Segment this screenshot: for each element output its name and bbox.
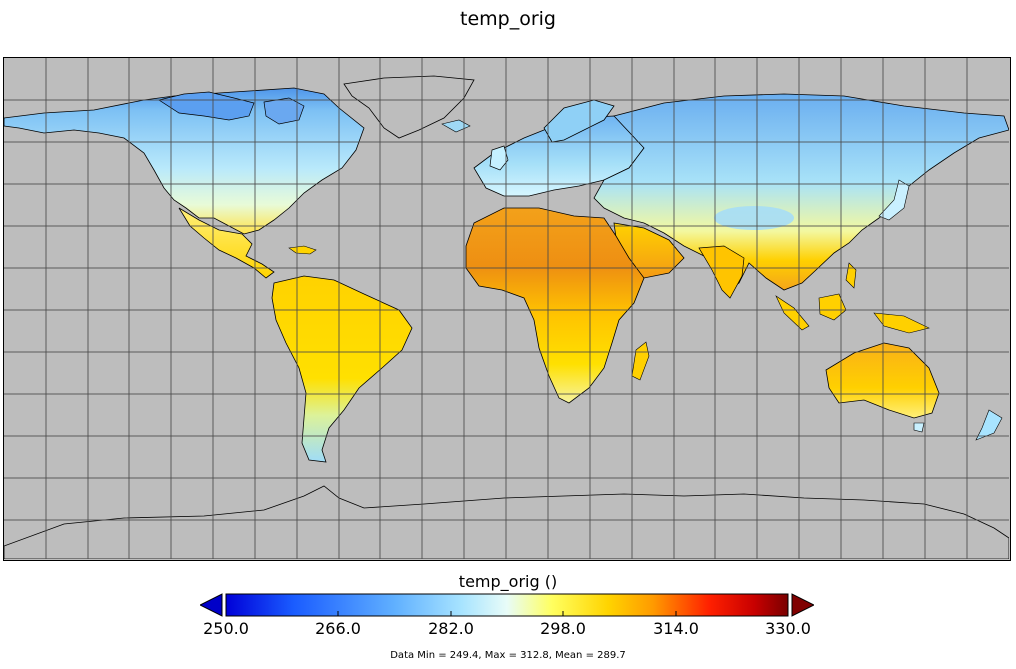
asia-landmass (593, 93, 1009, 291)
iceland (441, 119, 471, 133)
british-isles (489, 145, 509, 171)
arctic-islands-2 (263, 97, 305, 125)
greenland (343, 75, 475, 139)
south-america-landmass (271, 275, 413, 463)
colorbar-tick-label: 298.0 (540, 619, 586, 638)
colorbar-ticks (225, 611, 789, 616)
india (698, 245, 745, 299)
data-statistics: Data Min = 249.4, Max = 312.8, Mean = 28… (390, 650, 626, 661)
madagascar (631, 341, 650, 381)
graticule-horizontal (4, 99, 1009, 521)
philippines (845, 262, 857, 289)
caribbean-islands (288, 245, 317, 255)
colorbar-tick-label: 250.0 (203, 619, 249, 638)
new-guinea (873, 312, 930, 334)
colorbar-tick-label: 282.0 (428, 619, 474, 638)
japan (878, 179, 910, 221)
map-panel (3, 57, 1011, 561)
tasmania (913, 422, 925, 433)
africa-landmass (465, 207, 645, 404)
colorbar-tick-label: 314.0 (653, 619, 699, 638)
colorbar-title: temp_orig () (458, 572, 558, 591)
scandinavia (543, 99, 615, 143)
borneo (818, 293, 847, 321)
colorbar-tick-label: 330.0 (765, 619, 811, 638)
arctic-islands (158, 91, 255, 121)
tibetan-plateau (714, 206, 794, 230)
colorbar-extend-low-arrow (200, 593, 223, 617)
colorbar (200, 593, 814, 617)
map-title: temp_orig (460, 8, 556, 30)
north-america-landmass (4, 87, 365, 235)
colorbar-tick-label: 266.0 (315, 619, 361, 638)
colorbar-gradient (225, 593, 789, 617)
world-map (4, 58, 1009, 559)
sumatra (775, 295, 810, 331)
colorbar-extend-high-arrow (791, 593, 814, 617)
